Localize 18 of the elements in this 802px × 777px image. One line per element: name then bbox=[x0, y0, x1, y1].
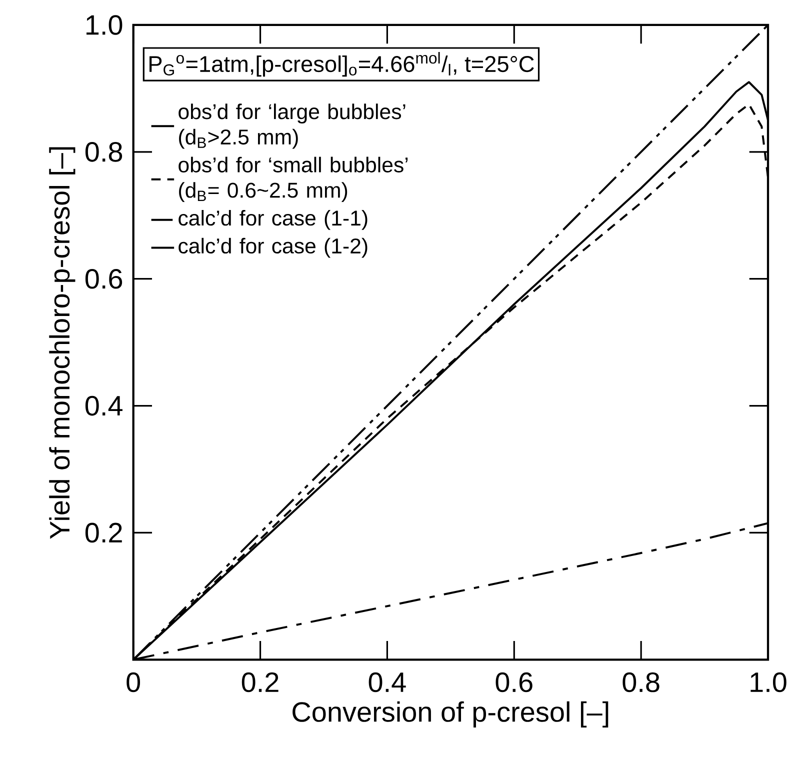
x-tick-label: 1.0 bbox=[750, 672, 786, 692]
legend-label: obs’d for ‘small bubbles’ (d$_{B}$= 0.6~2.5 mm) bbox=[178, 156, 408, 202]
y-tick-label: 0.4 bbox=[85, 396, 122, 416]
x-tick-label: 0 bbox=[126, 672, 140, 692]
x-tick-label: 0.2 bbox=[242, 672, 278, 692]
legend-label: calc’d for case (1-1) bbox=[178, 210, 368, 230]
legend-label: obs’d for ‘large bubbles’ (d$_{B}$>2.5 mm) bbox=[178, 104, 406, 149]
y-tick-label: 0.6 bbox=[85, 268, 122, 289]
y-tick-label: 0.8 bbox=[85, 142, 122, 162]
y-tick-label: 1.0 bbox=[86, 15, 122, 35]
x-axis-title: Conversion of p-cresol [–] bbox=[292, 701, 608, 728]
legend-label: calc’d for case (1-2) bbox=[178, 238, 368, 258]
text: P$_{G}$$^{o}$=1atm,[p-cresol]$_{o}$=4.66$^{mol}$/$_{l}$, t=25°C bbox=[150, 52, 534, 77]
x-tick-label: 0.6 bbox=[496, 672, 532, 692]
x-tick-label: 0.8 bbox=[622, 672, 660, 692]
y-tick-label: 0.2 bbox=[85, 522, 122, 543]
y-axis-title: Yield of monochloro-p-cresol [–] bbox=[49, 147, 76, 539]
x-tick-label: 0.4 bbox=[368, 672, 406, 692]
